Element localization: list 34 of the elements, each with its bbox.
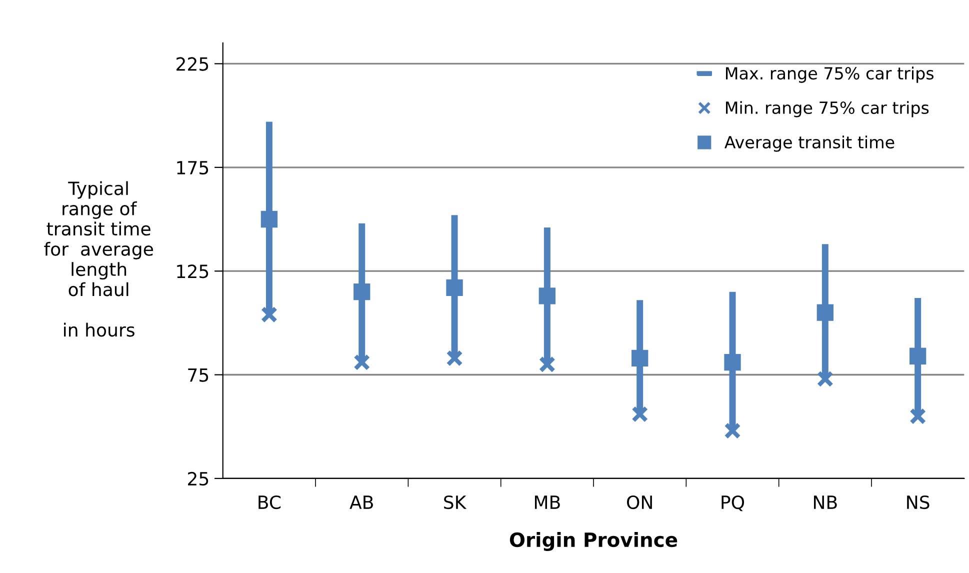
x-axis-title: Origin Province	[510, 532, 678, 552]
point	[816, 304, 834, 321]
x-tick-label: AB	[350, 496, 373, 509]
point	[724, 354, 741, 371]
y-tick-label: 125	[177, 264, 208, 278]
point	[260, 210, 278, 228]
x-tick-label: PQ	[722, 495, 744, 512]
point	[354, 283, 370, 300]
point	[446, 279, 463, 296]
x-tick-label: ON	[626, 495, 652, 510]
point	[260, 306, 278, 323]
legend-label: Average transit time	[724, 136, 894, 152]
y-tick-label: 225	[176, 57, 208, 71]
x-tick-label: NB	[814, 496, 837, 509]
x-tick-label: NS	[907, 495, 930, 510]
point	[538, 288, 556, 304]
point	[909, 408, 926, 425]
y-tick-label: 25	[188, 472, 208, 486]
y-tick-label: 175	[177, 161, 208, 175]
point	[816, 370, 834, 388]
text: Typical range of transit time for average length of haul in hours	[44, 181, 153, 337]
x-tick-label: MB	[534, 496, 560, 509]
point	[354, 354, 370, 371]
legend-label: Max. range 75% car trips	[726, 66, 934, 83]
x-tick-label: BC	[258, 495, 281, 510]
x-tick-label: SK	[444, 495, 467, 510]
point	[446, 350, 463, 367]
point	[632, 406, 648, 423]
y-tick-label: 75	[188, 368, 208, 382]
point	[724, 422, 741, 440]
point	[909, 348, 926, 364]
legend-label: Min. range 75% car trips	[726, 101, 929, 118]
point	[632, 350, 648, 367]
point	[538, 356, 556, 373]
